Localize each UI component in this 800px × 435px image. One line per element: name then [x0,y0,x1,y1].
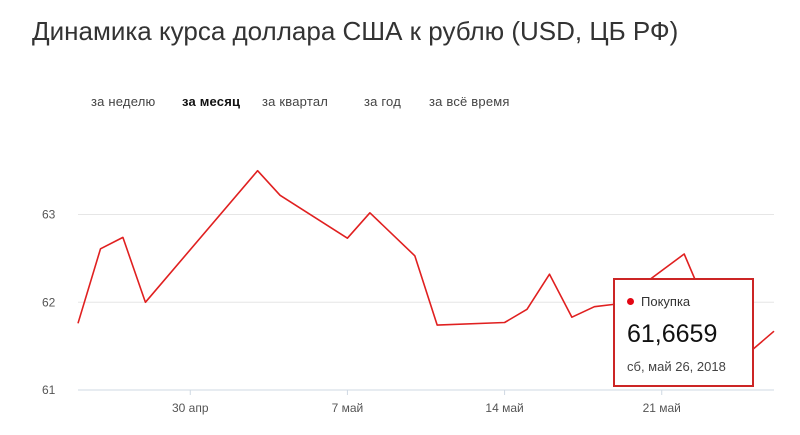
y-tick-label: 63 [42,208,56,222]
data-point [773,330,775,332]
data-point [279,194,281,196]
x-tick-label: 14 май [485,401,523,415]
data-point [593,305,595,307]
data-point [77,322,79,324]
tooltip-value: 61,6659 [627,320,718,348]
tab-quarter[interactable]: за квартал [262,94,329,109]
data-point [548,273,550,275]
data-point [256,170,258,172]
data-point [414,255,416,257]
data-point [526,308,528,310]
value-tooltip: Покупка 61,6659 сб, май 26, 2018 [613,278,754,387]
x-tick-label: 21 май [643,401,681,415]
x-tick-label: 7 май [332,401,364,415]
data-point [346,237,348,239]
data-point [436,324,438,326]
x-tick-label: 30 апр [172,401,209,415]
tooltip-header: Покупка [627,294,690,309]
data-point [369,212,371,214]
series-dot-icon [627,298,634,305]
data-point [503,321,505,323]
y-tick-label: 61 [42,383,56,397]
tab-all-time[interactable]: за всё время [429,94,510,109]
data-point [144,301,146,303]
period-tabs: за неделю за месяц за квартал за год за … [0,94,800,114]
tooltip-date: сб, май 26, 2018 [627,359,726,374]
y-tick-label: 62 [42,295,56,309]
data-point [122,236,124,238]
data-point [571,316,573,318]
tab-week[interactable]: за неделю [91,94,156,109]
tab-month[interactable]: за месяц [182,94,241,109]
tab-year[interactable]: за год [364,94,401,109]
data-point [99,248,101,250]
data-point [683,253,685,255]
page-title: Динамика курса доллара США к рублю (USD,… [32,16,679,46]
tooltip-series-label: Покупка [641,294,691,309]
